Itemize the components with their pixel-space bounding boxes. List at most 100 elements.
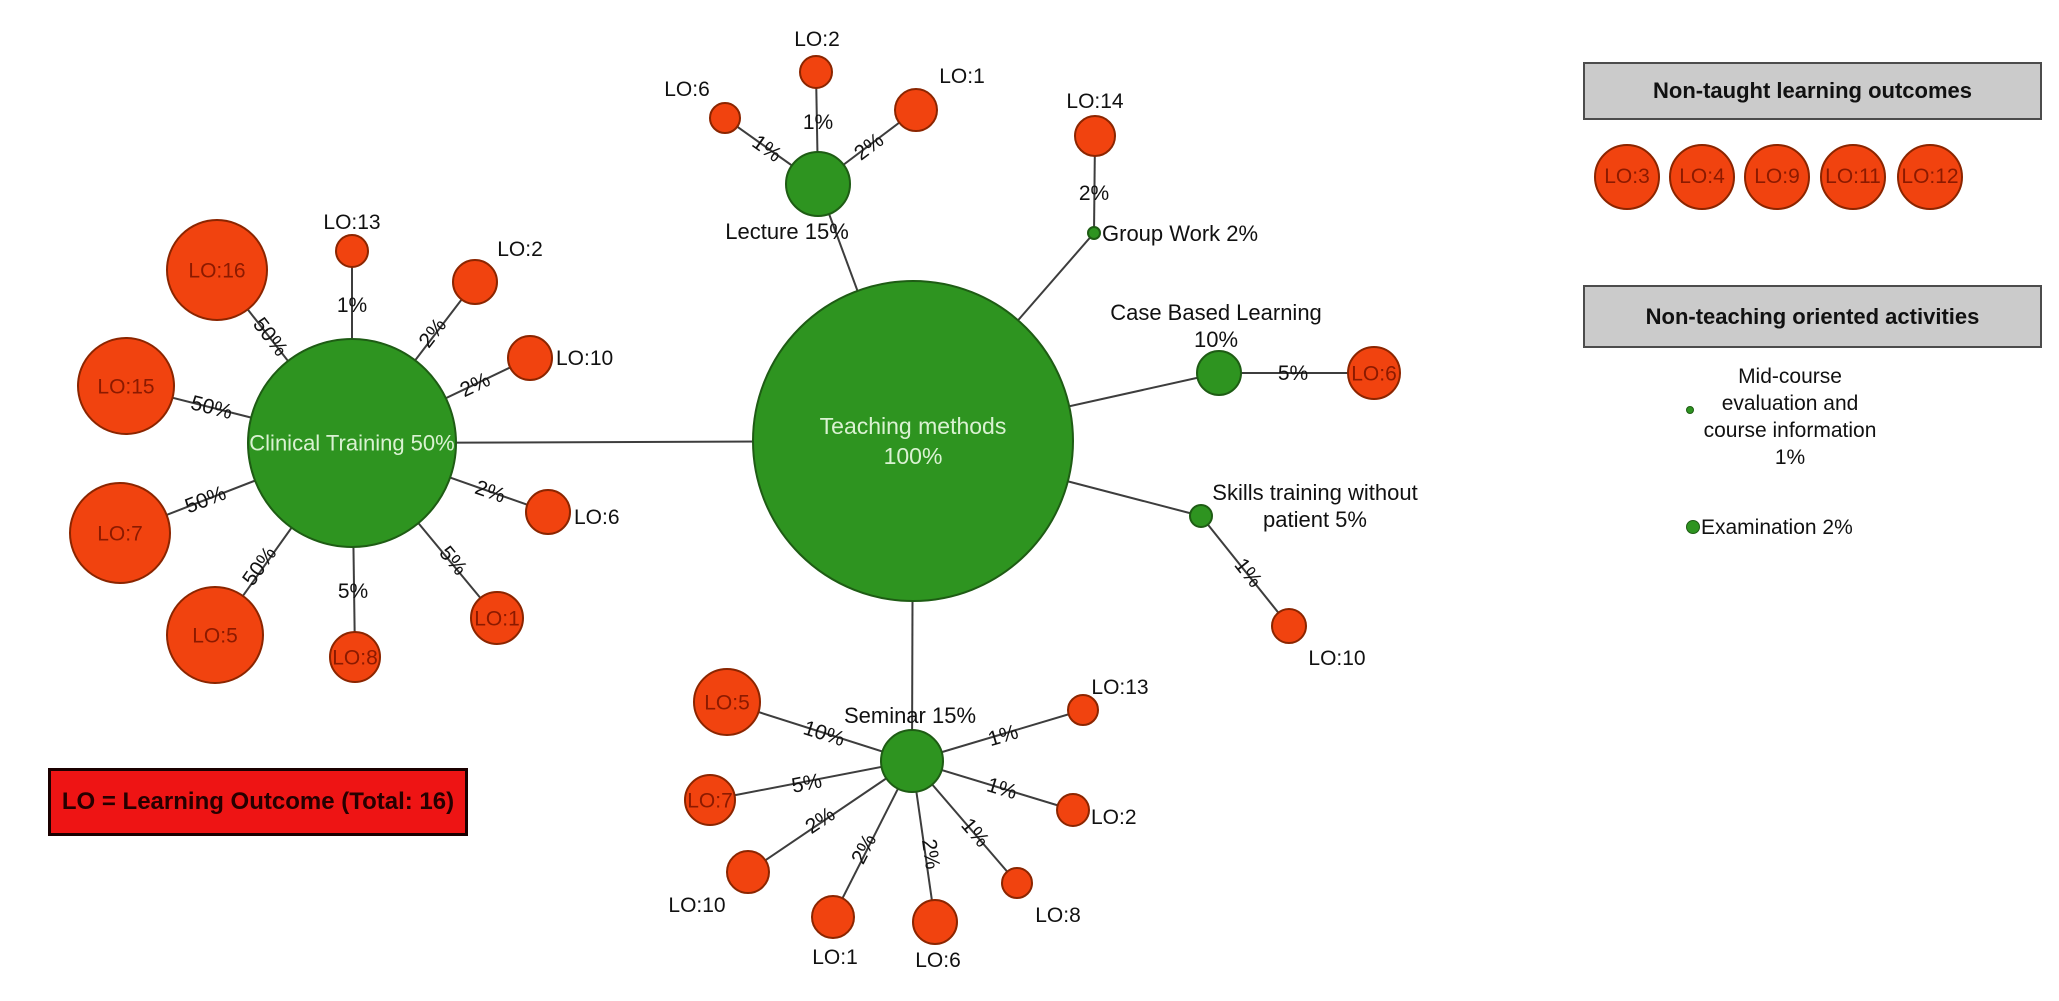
- node-label-case-based-learning: 10%: [1194, 327, 1238, 352]
- examination-dot: [1686, 520, 1700, 534]
- node-label-clinical-lo2: LO:2: [497, 238, 543, 261]
- percent-label-seminar-lo1: 2%: [847, 830, 881, 867]
- percent-label-lecture-lo2: 1%: [803, 111, 833, 134]
- node-clinical-training: [247, 338, 457, 548]
- percent-label-seminar-lo13: 1%: [985, 720, 1021, 751]
- node-clinical-lo6: [525, 489, 571, 535]
- node-label-teaching-methods: 100%: [884, 443, 943, 469]
- edge-skills-lo10: [1200, 515, 1290, 627]
- percent-label-clinical-lo7: 50%: [182, 482, 230, 519]
- percent-label-clinical-lo1: 5%: [434, 542, 471, 580]
- node-lecture-lo2: [799, 55, 833, 89]
- node-label-skills-lo10: LO:10: [1308, 647, 1365, 670]
- mid-course-line-4: 1%: [1774, 446, 1806, 469]
- node-lecture: [785, 151, 851, 217]
- percent-label-seminar-lo2: 1%: [984, 773, 1020, 804]
- percent-label-seminar-lo6: 2%: [917, 837, 944, 870]
- node-seminar-lo5: [693, 668, 761, 736]
- node-label-lecture-lo6: LO:6: [664, 78, 710, 101]
- node-label-seminar: Seminar 15%: [844, 703, 976, 728]
- non-taught-panel-title: Non-taught learning outcomes: [1653, 78, 1972, 103]
- node-label-clinical-lo7: LO:7: [97, 522, 143, 545]
- node-label-clinical-lo13: LO:13: [323, 211, 380, 234]
- node-skills-lo10: [1271, 608, 1307, 644]
- non-taught-circle-lo9: LO:9: [1744, 144, 1810, 210]
- examination-item: Examination 2%: [1701, 515, 1853, 540]
- node-label-clinical-lo1: LO:1: [474, 607, 520, 630]
- node-label-group-work: Group Work 2%: [1102, 221, 1258, 246]
- node-label-clinical-training: Clinical Training 50%: [249, 431, 454, 456]
- node-label-lecture-lo2: LO:2: [794, 28, 840, 51]
- node-clinical-lo13: [335, 234, 369, 268]
- percent-label-clinical-lo16: 50%: [248, 313, 292, 360]
- mid-course-dot: [1686, 406, 1694, 414]
- node-label-seminar-lo2: LO:2: [1091, 806, 1137, 829]
- percent-label-seminar-lo5: 10%: [800, 716, 847, 751]
- node-seminar-lo7: [684, 774, 736, 826]
- node-label-casebased-lo6: LO:6: [1351, 362, 1397, 385]
- node-label-skills-training: patient 5%: [1263, 507, 1367, 532]
- percent-label-clinical-lo10: 2%: [457, 368, 494, 402]
- node-label-clinical-lo8: LO:8: [332, 646, 378, 669]
- node-casebased-lo6: [1347, 346, 1401, 400]
- non-taught-circle-lo12: LO:12: [1897, 144, 1963, 210]
- mid-course-line-2: evaluation and: [1721, 392, 1859, 415]
- non-taught-panel-header: Non-taught learning outcomes: [1583, 62, 2042, 120]
- legend-label: LO = Learning Outcome (Total: 16): [61, 788, 455, 815]
- legend-box: LO = Learning Outcome (Total: 16): [48, 768, 468, 836]
- node-label-clinical-lo15: LO:15: [97, 375, 154, 398]
- edge-seminar-lo10: [747, 760, 913, 873]
- node-seminar-lo6: [912, 899, 958, 945]
- node-label-lecture-lo1: LO:1: [939, 65, 985, 88]
- node-label-clinical-lo6: LO:6: [574, 506, 620, 529]
- node-label-seminar-lo6: LO:6: [915, 949, 961, 972]
- node-seminar-lo2: [1056, 793, 1090, 827]
- non-teaching-panel-title: Non-teaching oriented activities: [1645, 303, 1980, 329]
- node-lecture-lo6: [709, 102, 741, 134]
- percent-label-clinical-lo15: 50%: [188, 391, 234, 424]
- node-clinical-lo5: [166, 586, 264, 684]
- node-clinical-lo8: [329, 631, 381, 683]
- node-seminar-lo10: [726, 850, 770, 894]
- node-clinical-lo16: [166, 219, 268, 321]
- non-taught-circle-lo3: LO:3: [1594, 144, 1660, 210]
- node-seminar-lo1: [811, 895, 855, 939]
- node-label-case-based-learning: Case Based Learning: [1110, 300, 1322, 325]
- node-group-work: [1087, 226, 1101, 240]
- node-label-groupwork-lo14: LO:14: [1066, 90, 1124, 113]
- node-label-seminar-lo13: LO:13: [1091, 676, 1148, 699]
- percent-label-lecture-lo1: 2%: [850, 128, 888, 165]
- node-label-skills-training: Skills training without: [1212, 480, 1417, 505]
- node-clinical-lo15: [77, 337, 175, 435]
- node-label-clinical-lo10: LO:10: [556, 347, 613, 370]
- mid-course-line-3: course information: [1703, 419, 1877, 442]
- node-label-seminar-lo10: LO:10: [668, 894, 725, 917]
- node-label-seminar-lo5: LO:5: [704, 691, 750, 714]
- node-label-clinical-lo16: LO:16: [188, 259, 245, 282]
- node-clinical-lo1: [470, 591, 524, 645]
- non-taught-circle-lo4: LO:4: [1669, 144, 1735, 210]
- node-label-seminar-lo8: LO:8: [1035, 904, 1081, 927]
- non-teaching-panel-header: Non-teaching oriented activities: [1583, 285, 2042, 348]
- percent-label-casebased-lo6: 5%: [1278, 362, 1308, 385]
- node-clinical-lo10: [507, 335, 553, 381]
- node-seminar-lo13: [1067, 694, 1099, 726]
- node-teaching-methods: [752, 280, 1074, 602]
- percent-label-seminar-lo7: 5%: [790, 769, 824, 797]
- node-seminar: [880, 729, 944, 793]
- node-label-seminar-lo1: LO:1: [812, 946, 858, 969]
- examination-label: Examination 2%: [1701, 516, 1853, 539]
- node-clinical-lo2: [452, 259, 498, 305]
- percent-label-clinical-lo6: 2%: [472, 476, 508, 508]
- node-groupwork-lo14: [1074, 115, 1116, 157]
- node-seminar-lo8: [1001, 867, 1033, 899]
- non-taught-circle-lo11: LO:11: [1820, 144, 1886, 210]
- node-case-based-learning: [1196, 350, 1242, 396]
- node-label-teaching-methods: Teaching methods: [820, 413, 1007, 439]
- node-clinical-lo7: [69, 482, 171, 584]
- percent-label-lecture-lo6: 1%: [748, 131, 786, 167]
- node-skills-training: [1189, 504, 1213, 528]
- mid-course-line-1: Mid-course: [1738, 365, 1842, 388]
